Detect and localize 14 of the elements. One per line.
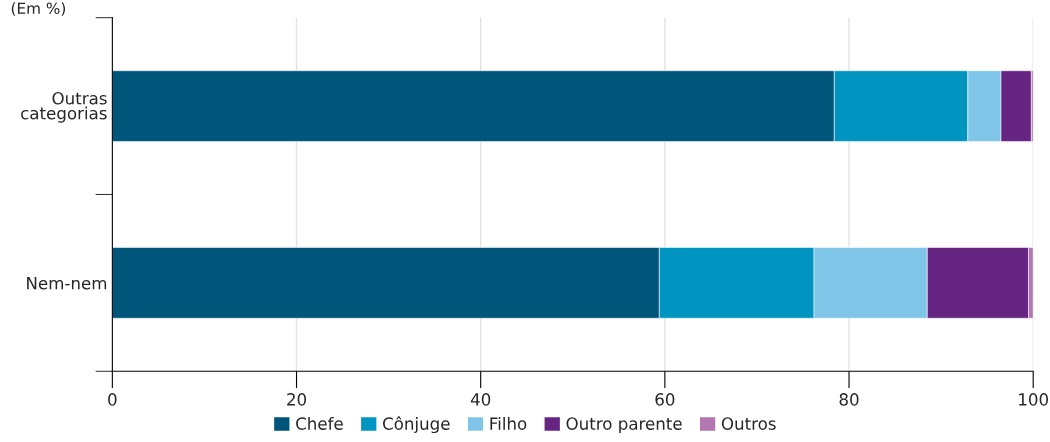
y-tick-label: Nem-nem [27,277,107,290]
text: (Em %) [11,2,66,16]
x-tick-label: 100 [1019,393,1048,406]
x-tick-label: 40 [470,393,491,406]
x-tick-label: 20 [287,393,307,406]
legend-label: Outro parente [566,417,682,434]
x-tick-label: 0 [108,393,117,406]
y-tick-label: Outras categorias [21,91,107,123]
legend-label: Cônjuge [382,416,450,434]
legend-label: Outros [721,417,776,430]
legend-label: Filho [490,416,527,430]
x-tick-label: 60 [655,393,675,406]
x-tick-label: 80 [839,393,859,406]
legend-label: Chefe [296,416,343,430]
